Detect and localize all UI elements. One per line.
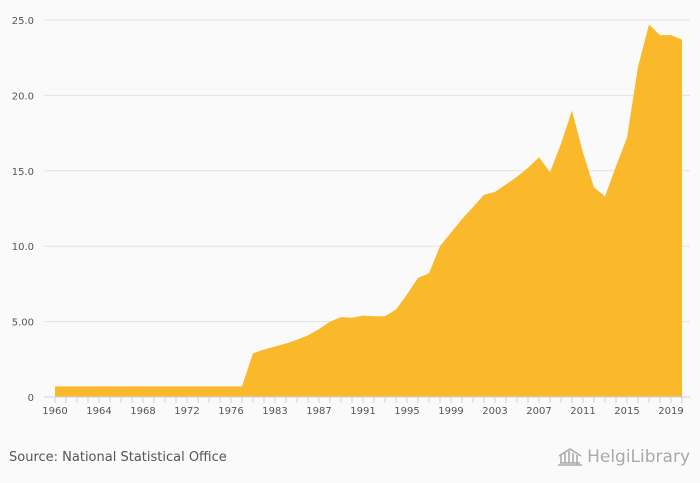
- y-tick-label: 25.0: [12, 16, 34, 27]
- x-tick-label: 1976: [218, 406, 243, 417]
- y-tick-label: 10.0: [12, 242, 34, 253]
- x-tick-label: 2003: [482, 406, 507, 417]
- x-tick-label: 2015: [614, 406, 639, 417]
- x-tick-label: 1968: [130, 406, 155, 417]
- x-tick-label: 2011: [570, 406, 595, 417]
- y-axis: 0 5.00 10.0 15.0 20.0 25.0: [12, 16, 34, 404]
- y-tick-label: 0: [28, 393, 34, 404]
- x-tick-label: 1972: [174, 406, 199, 417]
- x-tick-label: 1960: [42, 406, 67, 417]
- library-building-icon: [558, 448, 583, 466]
- x-tick-label: 2019: [658, 406, 683, 417]
- logo-text: HelgiLibrary: [587, 447, 690, 467]
- helgi-library-logo[interactable]: HelgiLibrary: [557, 447, 690, 467]
- y-tick-label: 20.0: [12, 91, 34, 102]
- source-note: Source: National Statistical Office: [9, 450, 227, 465]
- x-tick-label: 1983: [262, 406, 287, 417]
- x-tick-label: 1964: [86, 406, 111, 417]
- x-axis: 1960 1964 1968 1972 1976 1983 1987 1991 1995 1999…: [42, 397, 684, 417]
- area-series: [55, 24, 682, 397]
- x-tick-label: 1999: [438, 406, 463, 417]
- y-tick-label: 5.00: [12, 318, 34, 329]
- x-tick-label: 2007: [526, 406, 551, 417]
- y-tick-label: 15.0: [12, 167, 34, 178]
- x-tick-label: 1995: [394, 406, 419, 417]
- x-tick-label: 1991: [350, 406, 375, 417]
- x-tick-label: 1987: [306, 406, 331, 417]
